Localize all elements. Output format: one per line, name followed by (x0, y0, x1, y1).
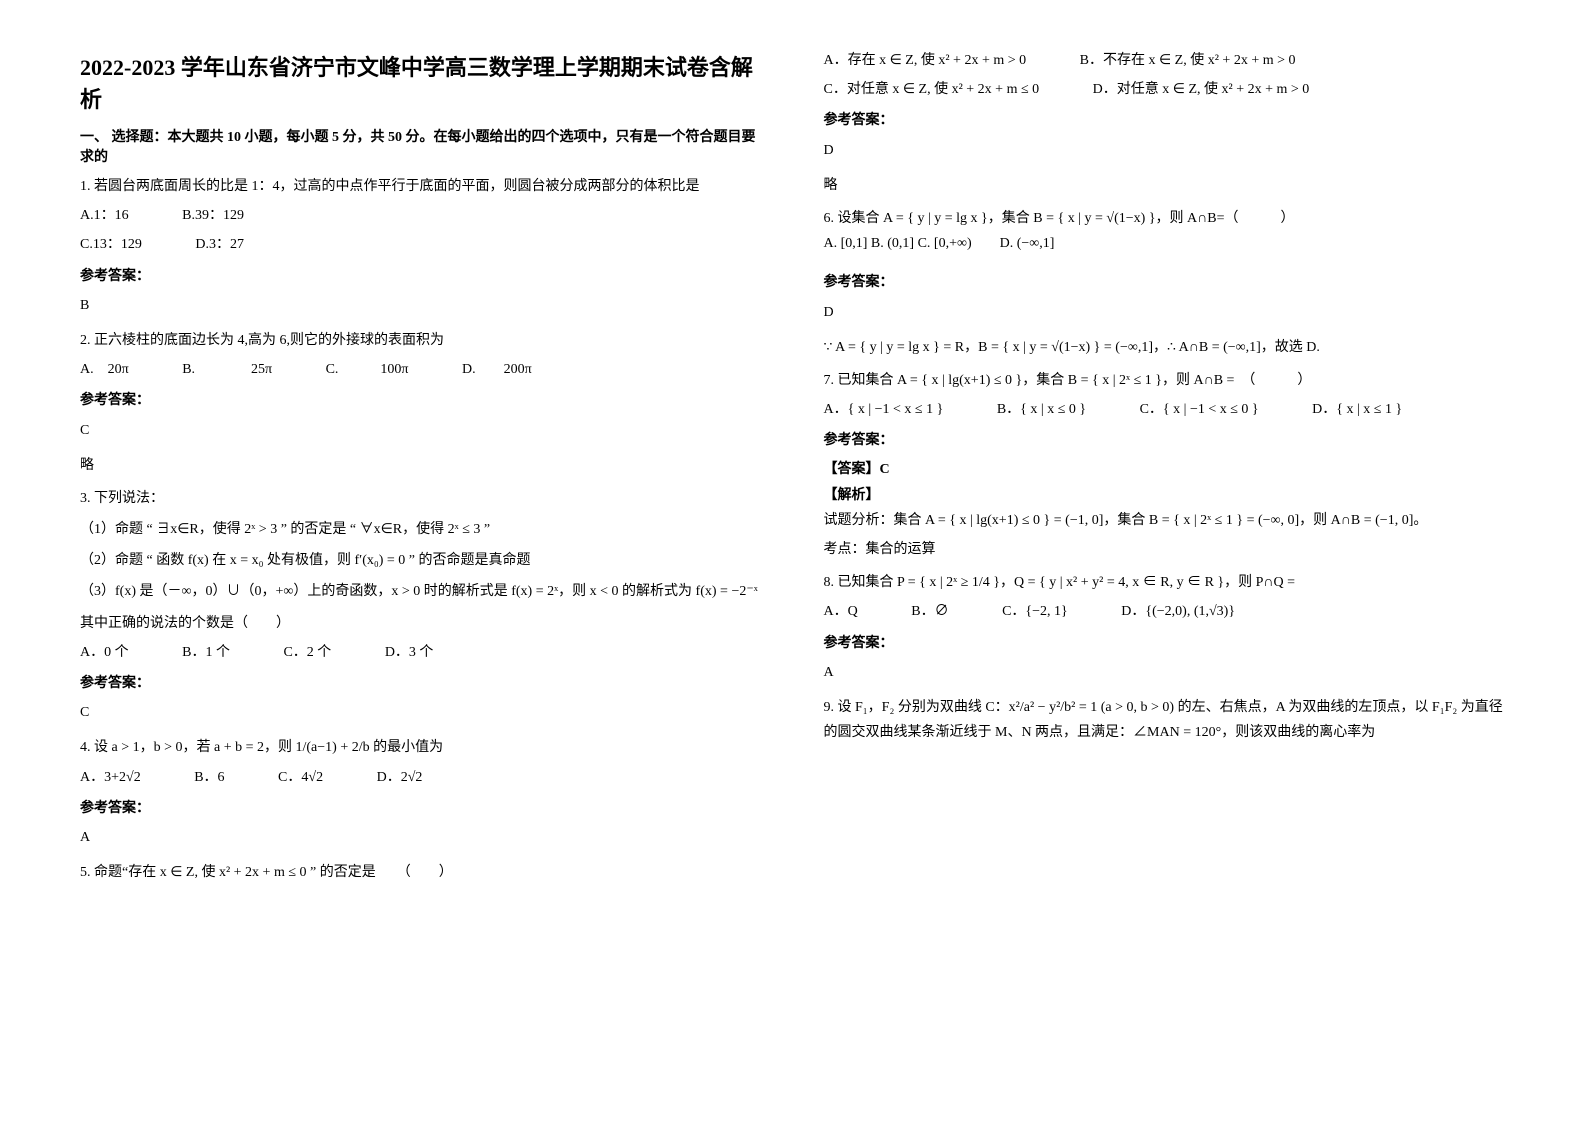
section-1-heading: 一、 选择题：本大题共 10 小题，每小题 5 分，共 50 分。在每小题给出的… (80, 126, 764, 166)
q8-optC: C．{−2, 1} (1002, 599, 1068, 624)
q2-optB: B. 25π (182, 357, 272, 382)
page-title: 2022-2023 学年山东省济宁市文峰中学高三数学理上学期期末试卷含解析 (80, 50, 764, 114)
q8-optD: D．{(−2,0), (1,√3)} (1121, 599, 1235, 624)
q4-ans-label: 参考答案： (80, 796, 764, 821)
q1-optC: C.13：129 (80, 232, 142, 257)
question-1: 1. 若圆台两底面周长的比是 1：4，过高的中点作平行于底面的平面，则圆台被分成… (80, 174, 764, 318)
q2-stem: 2. 正六棱柱的底面边长为 4,高为 6,则它的外接球的表面积为 (80, 328, 764, 353)
q7-optB: B．{ x | x ≤ 0 } (997, 397, 1086, 422)
q3-l3: （3）f(x) 是（－∞，0）∪（0，+∞）上的奇函数，x > 0 时的解析式是… (80, 579, 764, 604)
q4-ans: A (80, 825, 764, 850)
q9-stem: 9. 设 F₁，F₂ 分别为双曲线 C：x²/a² − y²/b² = 1 (a… (824, 695, 1508, 745)
question-3: 3. 下列说法： （1）命题 “ ∃x∈R，使得 2ˣ > 3 ” 的否定是 “… (80, 486, 764, 726)
q5-ans-label: 参考答案： (824, 108, 1508, 133)
q8-stem: 8. 已知集合 P = { x | 2ˣ ≥ 1/4 }，Q = { y | x… (824, 570, 1508, 595)
q3-tail: 其中正确的说法的个数是（ ） (80, 611, 764, 636)
q7-ans-head: 【答案】C (824, 457, 1508, 482)
q3-optA: A．0 个 (80, 640, 129, 665)
q2-note: 略 (80, 453, 764, 478)
q5-note: 略 (824, 173, 1508, 198)
question-5: 5. 命题“存在 x ∈ Z, 使 x² + 2x + m ≤ 0 ” 的否定是… (80, 860, 764, 885)
q6-stem: 6. 设集合 A = { y | y = lg x }，集合 B = { x |… (824, 206, 1508, 231)
q8-optA: A．Q (824, 599, 858, 624)
question-9: 9. 设 F₁，F₂ 分别为双曲线 C：x²/a² − y²/b² = 1 (a… (824, 695, 1508, 745)
q1-stem: 1. 若圆台两底面周长的比是 1：4，过高的中点作平行于底面的平面，则圆台被分成… (80, 174, 764, 199)
question-7: 7. 已知集合 A = { x | lg(x+1) ≤ 0 }，集合 B = {… (824, 368, 1508, 562)
q6-opts: A. [0,1] B. (0,1] C. [0,+∞) D. (−∞,1] (824, 231, 1508, 256)
q2-optC: C. 100π (326, 357, 409, 382)
q7-optA: A．{ x | −1 < x ≤ 1 } (824, 397, 944, 422)
q2-optA: A. 20π (80, 357, 129, 382)
q4-optC: C．4√2 (278, 765, 323, 790)
q3-optB: B．1 个 (182, 640, 230, 665)
q3-optC: C．2 个 (283, 640, 331, 665)
q8-ans: A (824, 660, 1508, 685)
q5-optA: A．存在 x ∈ Z, 使 x² + 2x + m > 0 (824, 48, 1027, 73)
q7-optD: D．{ x | x ≤ 1 } (1312, 397, 1402, 422)
question-4: 4. 设 a > 1，b > 0，若 a + b = 2，则 1/(a−1) +… (80, 735, 764, 850)
q1-ans-label: 参考答案： (80, 264, 764, 289)
q4-stem: 4. 设 a > 1，b > 0，若 a + b = 2，则 1/(a−1) +… (80, 735, 764, 760)
q6-ans: D (824, 300, 1508, 325)
q3-l2: （2）命题 “ 函数 f(x) 在 x = x₀ 处有极值，则 f′(x₀) =… (80, 548, 764, 573)
q1-optB: B.39：129 (182, 203, 244, 228)
q1-optA: A.1：16 (80, 203, 129, 228)
q3-ans-label: 参考答案： (80, 671, 764, 696)
q5-optD: D．对任意 x ∈ Z, 使 x² + 2x + m > 0 (1093, 77, 1310, 102)
q1-ans: B (80, 293, 764, 318)
q5-optB: B．不存在 x ∈ Z, 使 x² + 2x + m > 0 (1080, 48, 1296, 73)
q3-optD: D．3 个 (385, 640, 434, 665)
q7-stem: 7. 已知集合 A = { x | lg(x+1) ≤ 0 }，集合 B = {… (824, 368, 1508, 393)
question-5-opts: A．存在 x ∈ Z, 使 x² + 2x + m > 0 B．不存在 x ∈ … (824, 48, 1508, 198)
q2-ans-label: 参考答案： (80, 388, 764, 413)
q7-ans-label: 参考答案： (824, 428, 1508, 453)
question-8: 8. 已知集合 P = { x | 2ˣ ≥ 1/4 }，Q = { y | x… (824, 570, 1508, 685)
q7-point: 考点：集合的运算 (824, 537, 1508, 562)
q2-ans: C (80, 418, 764, 443)
q5-optC: C．对任意 x ∈ Z, 使 x² + 2x + m ≤ 0 (824, 77, 1040, 102)
q5-stem: 5. 命题“存在 x ∈ Z, 使 x² + 2x + m ≤ 0 ” 的否定是… (80, 860, 764, 885)
q3-stem: 3. 下列说法： (80, 486, 764, 511)
q4-optD: D．2√2 (377, 765, 423, 790)
q7-exp: 试题分析：集合 A = { x | lg(x+1) ≤ 0 } = (−1, 0… (824, 508, 1508, 533)
q7-exp-head: 【解析】 (824, 483, 1508, 508)
q3-l1: （1）命题 “ ∃x∈R，使得 2ˣ > 3 ” 的否定是 “ ∀x∈R，使得 … (80, 517, 764, 542)
q6-work: ∵ A = { y | y = lg x } = R，B = { x | y =… (824, 335, 1508, 360)
question-2: 2. 正六棱柱的底面边长为 4,高为 6,则它的外接球的表面积为 A. 20π … (80, 328, 764, 478)
q8-optB: B．∅ (911, 599, 948, 624)
q7-optC: C．{ x | −1 < x ≤ 0 } (1140, 397, 1259, 422)
q4-optA: A．3+2√2 (80, 765, 141, 790)
q6-ans-label: 参考答案： (824, 270, 1508, 295)
q4-optB: B．6 (194, 765, 224, 790)
q5-ans: D (824, 138, 1508, 163)
question-6: 6. 设集合 A = { y | y = lg x }，集合 B = { x |… (824, 206, 1508, 360)
q2-optD: D. 200π (462, 357, 532, 382)
q1-optD: D.3：27 (195, 232, 244, 257)
q3-ans: C (80, 700, 764, 725)
q8-ans-label: 参考答案： (824, 631, 1508, 656)
